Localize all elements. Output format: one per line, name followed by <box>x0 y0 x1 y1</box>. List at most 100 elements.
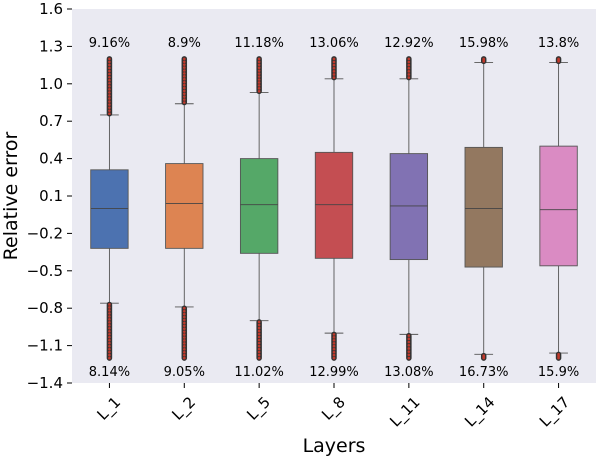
lower-outlier-percent: 13.08% <box>384 365 434 380</box>
lower-outlier-point <box>182 336 186 339</box>
upper-outlier-point <box>407 66 411 70</box>
y-axis-ticks: −1.4 −1.1 −0.8 −0.5 −0.2 0.1 0.4 0.7 1.0 1.3 1.6 <box>27 0 72 392</box>
lower-outlier-point <box>332 339 336 342</box>
upper-outlier-point <box>257 72 261 75</box>
lower-outlier-point <box>257 350 261 354</box>
lower-outlier-point <box>108 344 111 348</box>
upper-outlier-percent: 8.9% <box>168 36 201 51</box>
lower-outlier-percent: 9.05% <box>164 365 205 380</box>
lower-outlier-point <box>108 324 111 327</box>
lower-outlier-point <box>257 353 261 357</box>
upper-outlier-point <box>332 73 336 76</box>
lower-outlier-point <box>182 342 186 345</box>
lower-outlier-point <box>182 345 186 348</box>
upper-outlier-percent: 12.92% <box>384 36 434 51</box>
x-tick-label: L_11 <box>386 393 424 431</box>
upper-outlier-point <box>482 60 486 63</box>
upper-outlier-point <box>257 84 261 87</box>
lower-outlier-point <box>332 350 336 354</box>
upper-outlier-point <box>108 60 111 64</box>
iqr-box <box>314 151 354 259</box>
lower-outlier-point <box>108 321 111 324</box>
lower-outlier-point <box>182 327 186 331</box>
iqr-box <box>165 163 204 249</box>
upper-outlier-point <box>182 77 186 81</box>
upper-outlier-percent: 11.18% <box>234 36 284 51</box>
box-l-17: 13.8% 15.9% <box>538 36 579 380</box>
lower-outlier-point <box>257 347 261 351</box>
upper-outlier-point <box>182 60 186 64</box>
y-tick-label: −1.1 <box>27 337 63 355</box>
upper-outlier-point <box>108 91 111 94</box>
lower-outlier-point <box>332 353 336 357</box>
upper-outlier-point <box>257 60 261 64</box>
upper-outlier-percent: 13.06% <box>309 36 359 51</box>
lower-outlier-point <box>557 356 560 360</box>
upper-outlier-point <box>182 92 186 96</box>
upper-outlier-point <box>407 73 411 76</box>
lower-outlier-percent: 12.99% <box>309 365 359 380</box>
y-tick-label: −0.5 <box>27 262 63 280</box>
lower-outlier-point <box>332 347 336 351</box>
lower-outlier-point <box>182 353 186 357</box>
lower-outlier-point <box>108 315 111 318</box>
upper-outlier-point <box>332 60 336 64</box>
upper-outlier-point <box>108 109 111 112</box>
box-l-8: 13.06% 12.99% <box>309 36 359 380</box>
upper-outlier-point <box>182 83 186 87</box>
x-tick-label: L_17 <box>536 393 574 431</box>
upper-outlier-point <box>108 81 111 85</box>
lower-outlier-point <box>182 350 186 354</box>
upper-outlier-point <box>108 100 111 103</box>
lower-outlier-point <box>257 326 261 330</box>
lower-outlier-point <box>407 337 411 341</box>
lower-outlier-point <box>108 326 111 330</box>
lower-outlier-point <box>108 350 111 354</box>
upper-outlier-point <box>182 89 186 93</box>
upper-outlier-point <box>108 66 111 70</box>
lower-outlier-point <box>257 329 261 333</box>
iqr-box <box>389 153 429 261</box>
lower-outlier-point <box>182 356 186 360</box>
upper-outlier-point <box>182 66 186 69</box>
box-l-14: 15.98% 16.73% <box>459 36 509 380</box>
lower-outlier-point <box>182 306 186 310</box>
lower-outlier-point <box>257 323 261 327</box>
lower-outlier-point <box>482 356 486 360</box>
upper-outlier-point <box>182 86 186 90</box>
lower-outlier-point <box>332 344 336 348</box>
upper-outlier-point <box>257 69 261 72</box>
lower-outlier-point <box>257 320 261 324</box>
lower-outlier-point <box>182 324 186 328</box>
x-tick-label: L_1 <box>94 393 125 424</box>
lower-outlier-point <box>108 332 111 336</box>
upper-outlier-point <box>407 76 411 79</box>
lower-outlier-point <box>108 338 111 342</box>
x-tick-label: L_5 <box>243 393 274 424</box>
lower-outlier-point <box>332 336 336 339</box>
lower-outlier-point <box>182 347 186 351</box>
lower-outlier-point <box>257 356 261 360</box>
lower-outlier-point <box>407 340 411 344</box>
upper-outlier-point <box>257 81 261 84</box>
lower-outlier-point <box>407 334 411 337</box>
upper-outlier-point <box>257 57 261 61</box>
lower-outlier-point <box>257 338 261 342</box>
x-tick-label: L_14 <box>461 393 499 431</box>
lower-outlier-point <box>108 303 111 306</box>
upper-outlier-point <box>407 60 411 64</box>
lower-outlier-point <box>257 335 261 339</box>
lower-outlier-point <box>407 347 411 350</box>
lower-outlier-point <box>182 309 186 313</box>
lower-outlier-point <box>257 341 261 345</box>
upper-outlier-point <box>108 78 111 82</box>
x-axis-ticks: L_1 L_2 L_5 L_8 L_11 L_14 L_17 <box>94 383 574 431</box>
y-tick-label: 0.4 <box>39 150 63 168</box>
y-tick-label: 1.6 <box>39 0 63 18</box>
upper-outlier-point <box>332 57 336 61</box>
lower-outlier-point <box>257 332 261 336</box>
lower-outlier-point <box>407 356 411 360</box>
x-tick-label: L_8 <box>318 393 349 424</box>
lower-outlier-point <box>407 343 411 347</box>
